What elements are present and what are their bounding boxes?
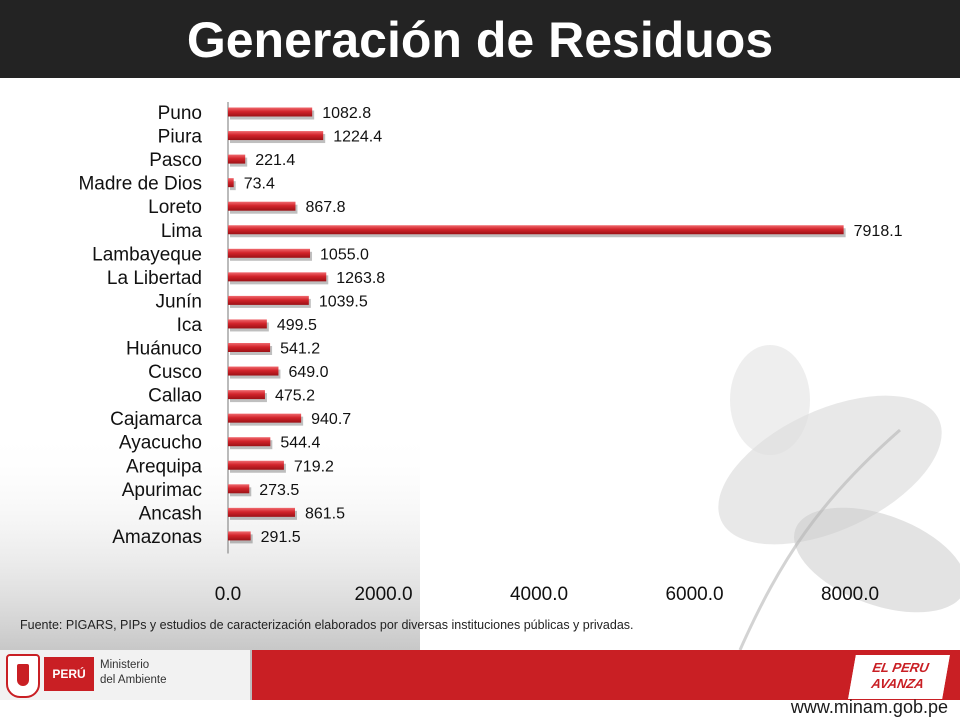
value-label: 499.5 (277, 317, 317, 334)
bar (228, 107, 313, 117)
value-label: 475.2 (275, 388, 315, 405)
bar (228, 248, 311, 258)
category-label: Lima (161, 221, 203, 242)
category-label: Lambayeque (92, 244, 202, 265)
bar (228, 178, 234, 188)
category-label: Callao (148, 386, 202, 407)
ministry-line-2: del Ambiente (100, 674, 167, 686)
bar (228, 437, 271, 447)
category-label: Loreto (148, 197, 202, 218)
value-label: 73.4 (244, 176, 275, 193)
bar (228, 484, 250, 494)
category-label: Cusco (148, 362, 202, 383)
x-tick-label: 2000.0 (354, 584, 412, 605)
category-label: Huánuco (126, 339, 202, 360)
bar (228, 201, 296, 211)
website-link[interactable]: www.minam.gob.pe (790, 697, 948, 717)
x-tick-label: 4000.0 (510, 584, 568, 605)
value-label: 940.7 (311, 411, 351, 428)
value-label: 7918.1 (854, 223, 903, 240)
value-label: 1263.8 (336, 270, 385, 287)
ministry-name: Ministerio del Ambiente (100, 658, 240, 688)
el-peru-avanza-logo: EL PERU AVANZA (848, 655, 950, 699)
title-bar (0, 0, 960, 78)
slogan-line-2: AVANZA (870, 676, 926, 691)
bar (228, 295, 309, 305)
category-label: Ica (177, 315, 203, 336)
value-label: 861.5 (305, 505, 345, 522)
ministry-line-1: Ministerio (100, 659, 150, 671)
value-label: 1055.0 (320, 246, 369, 263)
bar (228, 154, 246, 164)
bar (228, 343, 271, 352)
bar (228, 531, 251, 541)
bar (228, 131, 324, 141)
value-label: 544.4 (280, 435, 320, 452)
value-label: 541.2 (280, 341, 320, 358)
value-label: 1082.8 (322, 105, 371, 122)
category-label: Amazonas (112, 527, 202, 548)
value-label: 1224.4 (333, 129, 382, 146)
bar (228, 413, 302, 423)
category-label: Puno (158, 103, 202, 124)
category-label: Apurimac (122, 480, 202, 501)
category-label: Junín (156, 291, 202, 312)
value-label: 291.5 (261, 529, 301, 546)
category-label: Cajamarca (110, 409, 202, 430)
x-tick-label: 0.0 (215, 584, 241, 605)
category-label: Pasco (149, 150, 202, 171)
value-label: 273.5 (259, 482, 299, 499)
coat-of-arms-icon (6, 654, 40, 698)
bar (228, 225, 844, 235)
ministry-logo: PERÚ Ministerio del Ambiente (0, 650, 252, 700)
bar (228, 390, 265, 400)
page-title: Generación de Residuos (186, 12, 774, 68)
category-label: Ayacucho (119, 433, 202, 454)
category-label: Madre de Dios (78, 174, 202, 195)
bar (228, 366, 279, 376)
bar (228, 460, 284, 470)
value-label: 1039.5 (319, 293, 368, 310)
category-label: Ancash (139, 503, 202, 524)
country-tag: PERÚ (44, 657, 94, 691)
slogan-line-1: EL PERU (871, 660, 931, 675)
value-label: 867.8 (305, 199, 345, 216)
x-tick-label: 6000.0 (665, 584, 723, 605)
category-label: La Libertad (107, 268, 202, 289)
residue-bar-chart: Puno 1082.8 Piura 1224.4 Pasco 221.4 Madre de … (78, 102, 903, 605)
bar (228, 319, 267, 329)
category-label: Arequipa (126, 456, 202, 477)
value-label: 221.4 (255, 152, 295, 169)
bar (228, 272, 327, 282)
x-tick-label: 8000.0 (821, 584, 879, 605)
bar (228, 507, 295, 517)
source-note: Fuente: PIGARS, PIPs y estudios de carac… (20, 618, 634, 632)
value-label: 649.0 (288, 364, 328, 381)
category-label: Piura (158, 127, 203, 148)
value-label: 719.2 (294, 458, 334, 475)
